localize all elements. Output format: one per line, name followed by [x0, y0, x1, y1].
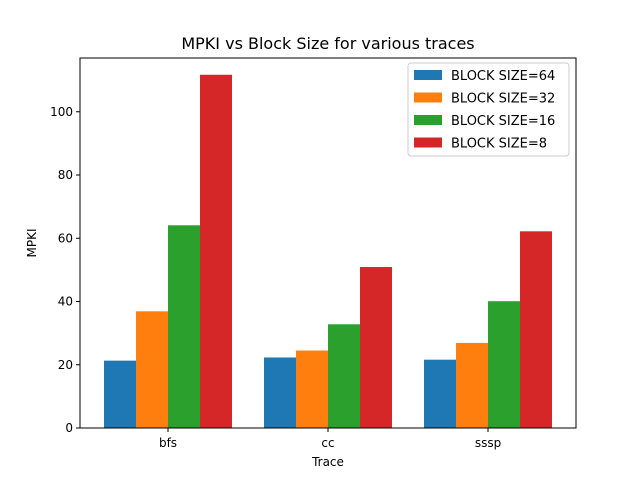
bars-group	[104, 74, 552, 428]
bar-bfs-series-1	[136, 311, 168, 428]
legend-swatch	[414, 115, 442, 125]
y-axis: 0 20 40 60 80 100	[50, 105, 80, 435]
legend-swatch	[414, 92, 442, 103]
y-axis-label: MPKI	[25, 229, 39, 258]
x-axis-label: Trace	[311, 455, 344, 469]
legend-label: BLOCK SIZE=32	[451, 92, 555, 107]
bar-bfs-series-0	[104, 360, 136, 428]
bar-cc-series-3	[360, 267, 392, 428]
y-tick-label: 20	[58, 358, 73, 372]
y-tick-label: 100	[50, 105, 73, 119]
legend-label: BLOCK SIZE=16	[451, 114, 555, 129]
bar-sssp-series-3	[520, 231, 552, 428]
bar-bfs-series-2	[168, 225, 200, 428]
x-tick-label: sssp	[475, 436, 501, 450]
legend-swatch	[414, 137, 442, 148]
legend-label: BLOCK SIZE=64	[451, 69, 555, 84]
x-axis: bfs cc sssp	[159, 428, 501, 450]
x-tick-label: cc	[321, 436, 334, 450]
bar-sssp-series-2	[488, 301, 520, 428]
chart-title: MPKI vs Block Size for various traces	[181, 34, 474, 53]
bar-cc-series-1	[296, 350, 328, 428]
y-tick-label: 0	[65, 421, 73, 435]
x-tick-label: bfs	[159, 436, 177, 450]
legend-frame	[407, 62, 570, 157]
bar-sssp-series-1	[456, 342, 488, 428]
bar-sssp-series-0	[424, 359, 456, 428]
legend-label: BLOCK SIZE=8	[451, 137, 547, 152]
legend-swatch	[414, 70, 442, 80]
bar-bfs-series-3	[200, 74, 232, 428]
legend: BLOCK SIZE=64 BLOCK SIZE=32 BLOCK SIZE=16 B…	[407, 62, 570, 157]
bar-cc-series-2	[328, 324, 360, 428]
bar-cc-series-0	[264, 357, 296, 428]
y-tick-label: 60	[58, 231, 73, 245]
y-tick-label: 80	[58, 168, 73, 182]
y-tick-label: 40	[58, 295, 73, 309]
